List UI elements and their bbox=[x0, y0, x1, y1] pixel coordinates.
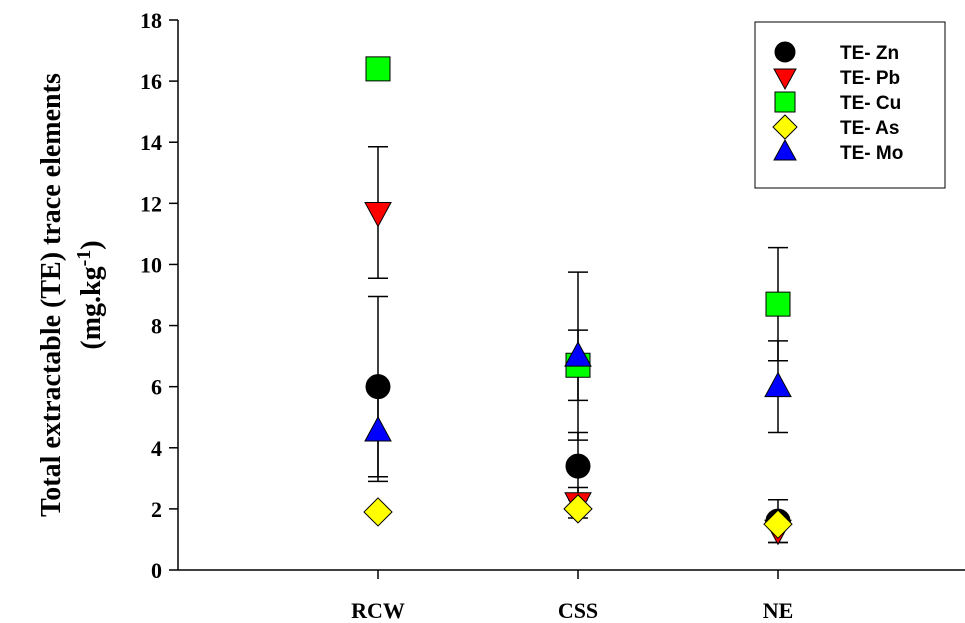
point bbox=[365, 374, 391, 400]
legend-label: TE- Zn bbox=[840, 43, 899, 64]
unit-base: (mg.kg bbox=[76, 266, 107, 349]
point bbox=[563, 494, 593, 524]
y-tick-label: 10 bbox=[140, 252, 162, 277]
unit-end: ) bbox=[76, 240, 107, 249]
y-tick-label: 16 bbox=[140, 69, 162, 94]
point bbox=[363, 497, 393, 527]
point bbox=[364, 415, 392, 442]
y-tick-label: 14 bbox=[140, 130, 162, 155]
point bbox=[564, 341, 592, 367]
y-axis-unit: (mg.kg-1) bbox=[73, 240, 107, 349]
x-tick-label: RCW bbox=[351, 598, 405, 623]
point bbox=[773, 68, 797, 91]
x-tick-label: NE bbox=[763, 598, 794, 623]
y-tick-label: 6 bbox=[151, 375, 162, 400]
point bbox=[774, 91, 796, 113]
y-tick-label: 12 bbox=[140, 191, 162, 216]
legend-label: TE- As bbox=[840, 118, 899, 139]
y-tick-label: 8 bbox=[151, 314, 162, 339]
y-tick-label: 2 bbox=[151, 497, 162, 522]
point bbox=[774, 41, 796, 63]
legend-label: TE- Mo bbox=[840, 143, 903, 164]
legend-label: TE- Pb bbox=[840, 68, 900, 89]
y-tick-label: 18 bbox=[140, 8, 162, 33]
point bbox=[765, 291, 791, 317]
point bbox=[565, 453, 591, 479]
point bbox=[763, 509, 793, 539]
legend-label: TE- Cu bbox=[840, 93, 901, 114]
point bbox=[365, 56, 391, 82]
y-tick-label: 0 bbox=[151, 558, 162, 583]
point bbox=[364, 202, 392, 228]
y-axis-label: Total extractable (TE) trace elements bbox=[36, 73, 67, 517]
x-tick-label: CSS bbox=[558, 598, 598, 623]
y-tick-label: 4 bbox=[151, 436, 162, 461]
unit-sup: -1 bbox=[73, 250, 95, 267]
point bbox=[764, 371, 792, 398]
point bbox=[773, 138, 797, 161]
